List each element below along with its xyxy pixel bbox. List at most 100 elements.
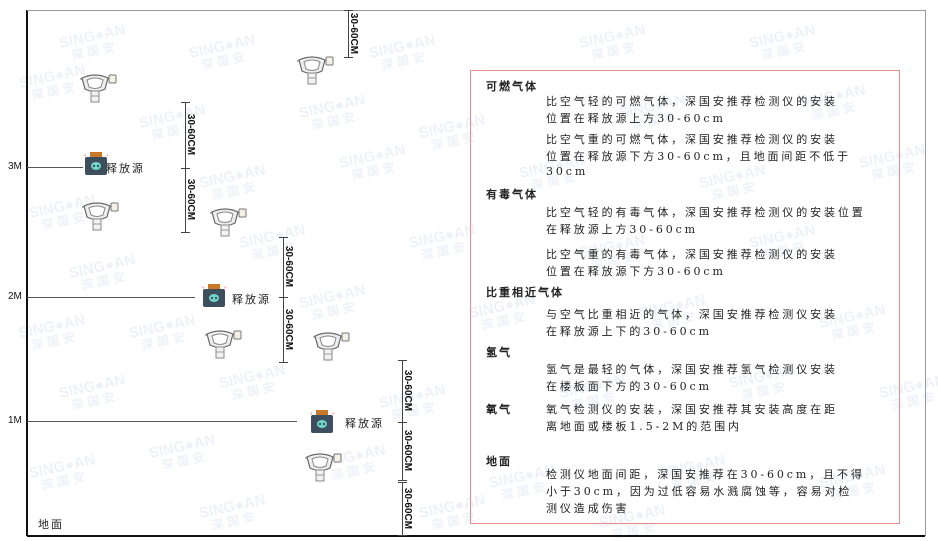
dimension-tick [181,102,190,103]
dimension-line [348,10,349,57]
legend-text-line: 检测仪地面间距，深国安推荐在30-60cm，且不得 [546,468,865,481]
legend-text-line: 比空气轻的可燃气体，深国安推荐检测仪的安装 [546,95,838,108]
dimension-label: 30-60CM [283,245,295,288]
watermark-logo: SING●AN 深国安 [337,141,407,183]
gas-detector-icon [80,200,122,232]
dimension-line [283,237,284,297]
dimension-tick [398,422,407,423]
ground-line [27,535,925,537]
watermark-logo: SING●AN 深国安 [147,431,217,473]
watermark-logo: SING●AN 深国安 [17,311,87,353]
dimension-label: 30-60CM [185,113,197,156]
watermark-logo: SING●AN 深国安 [747,21,817,63]
release-source-label: 释放源 [232,293,271,306]
watermark-logo: SING●AN 深国安 [377,381,447,423]
gas-detector-icon [295,54,337,86]
watermark-logo: SING●AN 深国安 [217,361,287,403]
ground-label: 地面 [38,518,64,531]
dimension-line [402,360,403,422]
legend-text-line: 位置在释放源上方30-60cm [546,112,726,125]
watermark-logo: SING●AN 深国安 [197,161,267,203]
legend-text-line: 测仪造成伤害 [546,502,630,515]
svg-text:+: + [331,411,335,417]
dimension-line [402,482,403,535]
dimension-tick [398,535,407,536]
legend-text-line: 离地面或楼板1.5-2M的范围内 [546,420,742,433]
gas-detector-icon [203,328,245,360]
svg-text:+: + [83,153,87,159]
release-source-icon: + + [201,283,227,309]
legend-section-title: 有毒气体 [486,188,538,201]
dimension-line [402,422,403,480]
dimension-line [185,102,186,168]
svg-text:+: + [309,411,313,417]
right-wall-line [925,10,926,536]
legend-text-line: 小于30cm，因为过低容易水溅腐蚀等，容易对检 [546,485,853,498]
legend-text-line: 比空气轻的有毒气体，深国安推荐检测仪的安装位置 [546,206,866,219]
gas-detector-icon [311,330,353,362]
watermark-logo: SING●AN 深国安 [577,21,647,63]
dimension-label: 30-60CM [402,487,414,529]
dimension-label: 30-60CM [283,308,295,350]
dimension-tick [398,482,407,483]
legend-text-line: 在释放源上下的30-60cm [546,325,712,338]
watermark-logo: SING●AN 深国安 [187,31,257,73]
watermark-logo: SING●AN 深国安 [67,251,137,293]
dimension-tick [181,168,190,169]
dimension-tick [344,10,353,11]
legend-text-line: 比空气重的有毒气体，深国安推荐检测仪的安装 [546,248,838,261]
level-3m-line [27,167,83,168]
legend-text-line: 氧气检测仪的安装，深国安推荐其安装高度在距 [546,403,838,416]
legend-text-line: 比空气重的可燃气体，深国安推荐检测仪的安装 [546,133,838,146]
gas-detector-icon [78,72,120,104]
legend-text-line: 与空气比重相近的气体，深国安推荐检测仪安装 [546,308,838,321]
legend-section-title: 氢气 [486,346,512,359]
legend-text-line: 位置在释放源下方30-60cm，且地面间距不低于 [546,150,851,163]
dimension-label: 30-60CM [402,369,414,412]
dimension-tick [398,480,407,481]
dimension-label: 30-60CM [402,429,414,472]
dimension-tick [398,360,407,361]
legend-section-title: 地面 [486,455,512,468]
dimension-line [185,168,186,232]
legend-box [470,70,900,524]
legend-text-line: 30cm [546,165,589,178]
gas-detector-icon [303,451,345,483]
level-2m-line [27,297,195,298]
watermark-logo: SING●AN 深国安 [297,281,367,323]
dimension-label: 30-60CM [185,178,197,221]
release-source-icon: + + [83,151,109,177]
svg-text:+: + [223,285,227,291]
gas-detector-icon [208,206,250,238]
svg-text:+: + [201,285,205,291]
ceiling-line [27,10,925,11]
legend-section-title: 可燃气体 [486,80,538,93]
dimension-tick [279,362,288,363]
legend-text-line: 位置在释放源下方30-60cm [546,265,726,278]
svg-text:+: + [105,153,109,159]
legend-section-title: 氧气 [486,403,512,416]
release-source-label: 释放源 [106,162,145,175]
legend-text-line: 氢气是最轻的气体，深国安推荐氢气检测仪安装 [546,363,838,376]
watermark-logo: SING●AN 深国安 [127,311,197,353]
watermark-logo: SING●AN 深国安 [137,101,207,143]
watermark-logo: SING●AN 深国安 [297,91,367,133]
dimension-tick [279,237,288,238]
dimension-line [283,297,284,362]
watermark-logo: SING●AN 深国安 [57,21,127,63]
level-1m-line [27,421,297,422]
legend-text-line: 在释放源上方30-60cm [546,223,699,236]
dimension-tick [181,232,190,233]
level-1m-label: 1M [8,415,22,426]
dimension-tick [344,57,353,58]
watermark-logo: SING●AN 深国安 [407,221,477,263]
dimension-label: 30-60CM [348,12,360,54]
release-source-label: 释放源 [345,417,384,430]
watermark-logo: SING●AN 深国安 [57,371,127,413]
legend-section-title: 比重相近气体 [486,286,564,299]
level-2m-label: 2M [8,291,22,302]
legend-text-line: 在楼板面下方的30-60cm [546,380,712,393]
dimension-tick [279,297,288,298]
wall-line [26,10,28,536]
